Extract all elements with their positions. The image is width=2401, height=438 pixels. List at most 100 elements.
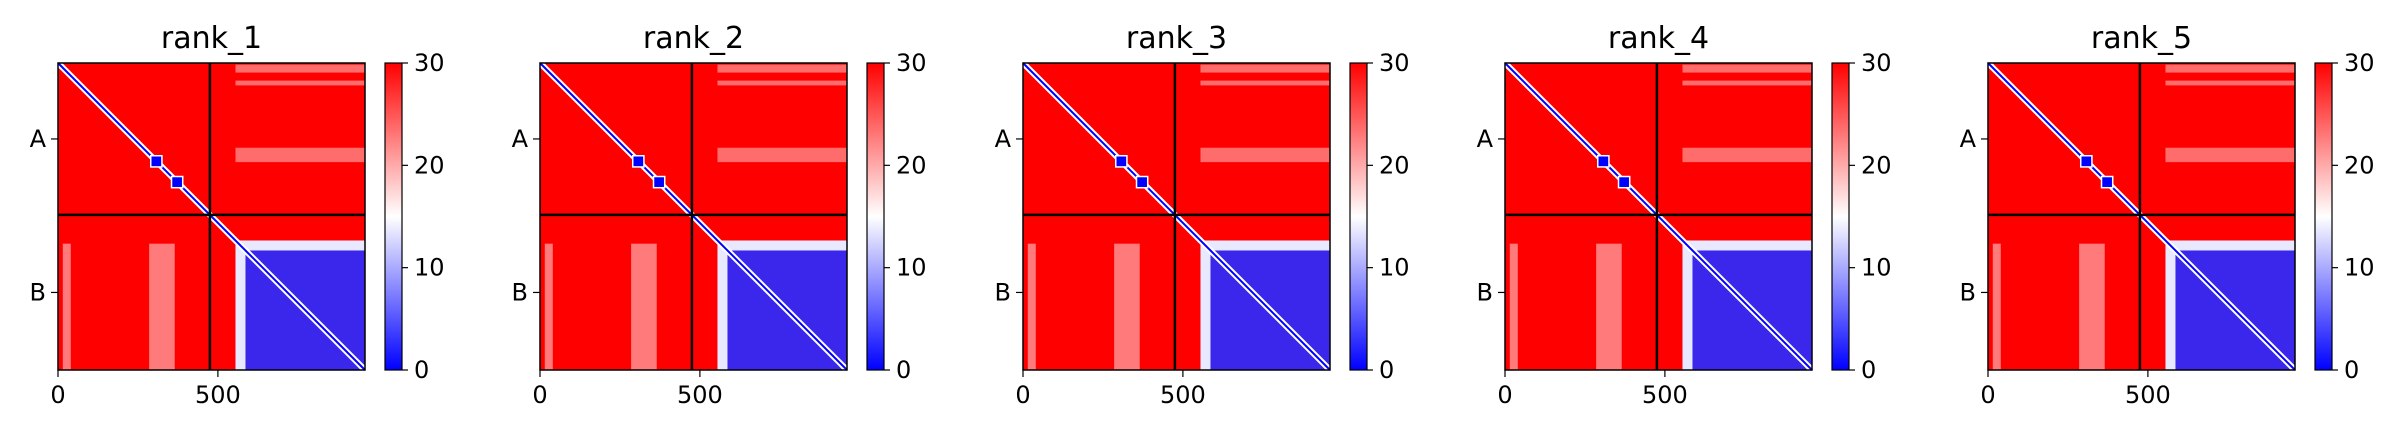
colorbar-tick-label: 10 bbox=[1379, 254, 1410, 282]
contact-strip-1 bbox=[1682, 80, 1812, 86]
colorbar-tick-label: 10 bbox=[896, 254, 927, 282]
heatmap-panel-3: rank_3 0 500 A B 0 10 20 30 bbox=[995, 21, 1410, 409]
heatmap-panel-2: rank_2 0 500 A B 0 10 20 30 bbox=[512, 21, 927, 409]
x-tick-label: 500 bbox=[677, 381, 723, 409]
x-tick-label: 500 bbox=[1642, 381, 1688, 409]
colorbar-tick-label: 0 bbox=[414, 356, 429, 384]
contact-strip-0 bbox=[235, 147, 365, 163]
y-tick-label: A bbox=[1960, 125, 1977, 153]
contact-band-0 bbox=[149, 243, 175, 370]
colorbar-tick-label: 20 bbox=[2344, 151, 2375, 179]
colorbar-tick-label: 10 bbox=[1861, 254, 1892, 282]
colorbar-tick-label: 20 bbox=[896, 151, 927, 179]
colorbar-tick-label: 30 bbox=[1379, 49, 1410, 77]
colorbar-gradient bbox=[866, 62, 885, 371]
chain-b-domain-edge-top bbox=[1200, 240, 1330, 251]
diagonal-block-1 bbox=[2100, 175, 2114, 189]
chain-b-domain-edge-top bbox=[2165, 240, 2295, 251]
colorbar-tick-label: 0 bbox=[1861, 356, 1876, 384]
axes-frame bbox=[1504, 62, 1813, 371]
chain-b-domain-edge-top bbox=[1682, 240, 1812, 251]
colorbar-gradient bbox=[1349, 62, 1368, 371]
colorbar-tick-label: 30 bbox=[2344, 49, 2375, 77]
contact-strip-top bbox=[1200, 64, 1330, 73]
chain-b-domain-edge-left bbox=[1682, 240, 1693, 370]
x-tick-label: 0 bbox=[50, 381, 65, 409]
colorbar: 0 10 20 30 bbox=[384, 49, 445, 384]
chain-b-domain-edge-top bbox=[717, 240, 847, 251]
y-tick-label: A bbox=[30, 125, 47, 153]
colorbar-tick-label: 0 bbox=[1379, 356, 1394, 384]
y-tick-label: B bbox=[995, 278, 1011, 306]
colorbar-tick-label: 0 bbox=[2344, 356, 2359, 384]
contact-strip-0 bbox=[717, 147, 847, 163]
diagonal bbox=[57, 62, 366, 371]
x-tick-label: 0 bbox=[532, 381, 547, 409]
x-tick-label: 0 bbox=[1980, 381, 1995, 409]
chart-title: rank_3 bbox=[1126, 21, 1227, 56]
contact-band-1 bbox=[1992, 243, 2001, 370]
contact-strip-top bbox=[717, 64, 847, 73]
colorbar: 0 10 20 30 bbox=[1349, 49, 1410, 384]
axes-frame bbox=[539, 62, 848, 371]
contact-strip-0 bbox=[1682, 147, 1812, 163]
diagonal bbox=[1504, 62, 1813, 371]
contact-strip-top bbox=[1682, 64, 1812, 73]
chart-title: rank_5 bbox=[2091, 21, 2192, 56]
y-tick-label: B bbox=[30, 278, 46, 306]
diagonal-block-1 bbox=[1617, 175, 1631, 189]
colorbar-tick-label: 20 bbox=[1379, 151, 1410, 179]
heatmap-panel-1: rank_1 0 500 A B 0 10 20 30 bbox=[30, 21, 445, 409]
contact-band-1 bbox=[544, 243, 553, 370]
diagonal bbox=[539, 62, 848, 371]
contact-strip-1 bbox=[2165, 80, 2295, 86]
y-tick-label: B bbox=[1960, 278, 1976, 306]
chain-b-domain-edge-left bbox=[235, 240, 246, 370]
colorbar-gradient bbox=[1831, 62, 1850, 371]
contact-strip-0 bbox=[1200, 147, 1330, 163]
diagonal-block-0 bbox=[1596, 154, 1610, 168]
heatmap-panel-5: rank_5 0 500 A B 0 10 20 30 bbox=[1960, 21, 2375, 409]
y-tick-label: B bbox=[1477, 278, 1493, 306]
x-tick-label: 0 bbox=[1015, 381, 1030, 409]
x-tick-label: 500 bbox=[195, 381, 241, 409]
heatmap-panel-4: rank_4 0 500 A B 0 10 20 30 bbox=[1477, 21, 1892, 409]
chart-title: rank_1 bbox=[161, 21, 262, 56]
diagonal-block-0 bbox=[2079, 154, 2093, 168]
colorbar-tick-label: 20 bbox=[414, 151, 445, 179]
diagonal-block-1 bbox=[652, 175, 666, 189]
axes-frame bbox=[1987, 62, 2296, 371]
contact-strip-1 bbox=[1200, 80, 1330, 86]
contact-band-0 bbox=[1596, 243, 1622, 370]
contact-strip-top bbox=[2165, 64, 2295, 73]
contact-band-0 bbox=[1114, 243, 1140, 370]
diagonal-block-0 bbox=[149, 154, 163, 168]
colorbar-tick-label: 0 bbox=[896, 356, 911, 384]
colorbar-tick-label: 30 bbox=[414, 49, 445, 77]
contact-band-1 bbox=[62, 243, 71, 370]
chart-title: rank_4 bbox=[1608, 21, 1709, 56]
colorbar-tick-label: 20 bbox=[1861, 151, 1892, 179]
colorbar-tick-label: 30 bbox=[1861, 49, 1892, 77]
diagonal-block-0 bbox=[631, 154, 645, 168]
colorbar-tick-label: 10 bbox=[414, 254, 445, 282]
colorbar: 0 10 20 30 bbox=[866, 49, 927, 384]
axes-frame bbox=[57, 62, 366, 371]
diagonal bbox=[1987, 62, 2296, 371]
contact-strip-1 bbox=[235, 80, 365, 86]
contact-strip-0 bbox=[2165, 147, 2295, 163]
axes-frame bbox=[1022, 62, 1331, 371]
contact-band-0 bbox=[2079, 243, 2105, 370]
colorbar-tick-label: 30 bbox=[896, 49, 927, 77]
x-tick-label: 500 bbox=[2125, 381, 2171, 409]
chain-b-domain-edge-left bbox=[1200, 240, 1211, 370]
y-tick-label: B bbox=[512, 278, 528, 306]
x-tick-label: 500 bbox=[1160, 381, 1206, 409]
colorbar-gradient bbox=[2314, 62, 2333, 371]
contact-strip-top bbox=[235, 64, 365, 73]
contact-band-1 bbox=[1509, 243, 1518, 370]
chain-b-domain-edge-left bbox=[2165, 240, 2176, 370]
chart-title: rank_2 bbox=[643, 21, 744, 56]
chain-b-domain-edge-top bbox=[235, 240, 365, 251]
